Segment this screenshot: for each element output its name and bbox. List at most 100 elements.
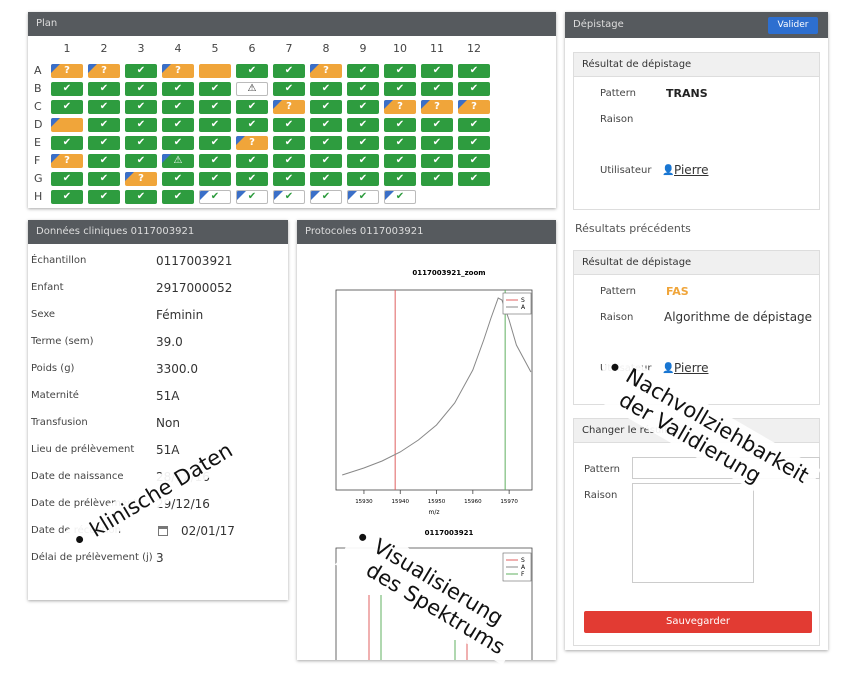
plan-cell[interactable]: ✔ [125,154,157,168]
plan-cell[interactable]: ✔ [125,190,157,204]
plan-cell[interactable]: ⚠ [236,82,268,96]
plan-cell[interactable]: ✔ [199,100,231,114]
plan-cell[interactable]: ✔ [347,154,379,168]
plan-cell[interactable]: ✔ [273,136,305,150]
plan-cell[interactable]: ✔ [273,154,305,168]
plan-cell[interactable]: ✔ [347,82,379,96]
plan-cell[interactable]: ✔ [421,172,453,186]
plan-cell[interactable]: ✔ [51,100,83,114]
plan-cell[interactable]: ✔ [384,64,416,78]
plan-cell[interactable]: ✔ [384,82,416,96]
plan-cell[interactable]: ✔ [162,136,194,150]
plan-cell[interactable]: ✔ [199,172,231,186]
plan-cell[interactable]: ✔ [384,172,416,186]
validate-button[interactable]: Valider [768,17,818,34]
plan-cell[interactable]: ✔ [458,154,490,168]
plan-cell[interactable]: ? [51,154,83,168]
plan-cell[interactable]: ? [458,100,490,114]
plan-cell[interactable]: ✔ [347,100,379,114]
plan-cell[interactable]: ? [125,172,157,186]
plan-cell[interactable]: ✔ [236,172,268,186]
plan-cell[interactable]: ✔ [458,118,490,132]
plan-cell[interactable]: ✔ [421,82,453,96]
plan-cell[interactable]: ✔ [347,172,379,186]
plan-cell[interactable]: ✔ [310,190,342,204]
plan-cell[interactable]: ✔ [347,136,379,150]
plan-cell[interactable]: ✔ [310,100,342,114]
plan-cell[interactable]: ✔ [273,64,305,78]
plan-cell[interactable]: ✔ [51,136,83,150]
plan-cell[interactable]: ✔ [162,100,194,114]
plan-cell[interactable]: ? [162,64,194,78]
plan-cell[interactable]: ✔ [421,136,453,150]
plan-cell[interactable]: ✔ [88,118,120,132]
plan-cell[interactable]: ? [273,100,305,114]
plan-cell[interactable]: ✔ [347,118,379,132]
plan-cell[interactable]: ✔ [421,154,453,168]
plan-cell[interactable]: ✔ [310,118,342,132]
plan-cell[interactable]: ✔ [88,136,120,150]
plan-cell[interactable]: ✔ [199,118,231,132]
plan-cell[interactable]: ✔ [458,64,490,78]
plan-cell[interactable]: ? [421,100,453,114]
plan-cell[interactable]: ✔ [458,136,490,150]
plan-cell[interactable]: ? [384,100,416,114]
plan-cell[interactable]: ✔ [347,64,379,78]
user-link[interactable]: Pierre [674,361,709,375]
plan-cell[interactable]: ✔ [125,136,157,150]
plan-cell[interactable]: ✔ [236,118,268,132]
plan-cell[interactable]: ✔ [125,118,157,132]
plan-cell[interactable]: ✔ [51,172,83,186]
cell-icon: ✔ [358,101,368,112]
plan-cell[interactable]: ✔ [458,172,490,186]
plan-cell[interactable]: ✔ [199,82,231,96]
plan-cell[interactable]: ✔ [310,172,342,186]
plan-cell[interactable]: ✔ [236,190,268,204]
plan-cell[interactable]: ✔ [125,100,157,114]
plan-cell[interactable]: ✔ [236,64,268,78]
plan-cell[interactable]: ✔ [125,82,157,96]
reason-textarea[interactable] [632,483,754,583]
plan-cell[interactable]: ✔ [310,82,342,96]
plan-cell[interactable]: ✔ [162,172,194,186]
plan-cell[interactable]: ✔ [384,190,416,204]
plan-cell[interactable]: ? [236,136,268,150]
plan-cell[interactable]: ✔ [236,100,268,114]
plan-cell[interactable]: ✔ [88,100,120,114]
plan-cell[interactable]: ✔ [125,64,157,78]
plan-cell[interactable]: ✔ [310,154,342,168]
plan-cell[interactable]: ✔ [347,190,379,204]
plan-cell[interactable]: ✔ [310,136,342,150]
plan-cell[interactable] [199,64,231,78]
plan-cell[interactable]: ✔ [51,190,83,204]
plan-cell[interactable]: ✔ [88,172,120,186]
plan-cell[interactable]: ✔ [162,118,194,132]
plan-cell[interactable]: ✔ [273,190,305,204]
plan-cell[interactable]: ✔ [51,82,83,96]
save-button[interactable]: Sauvegarder [584,611,812,633]
plan-cell[interactable]: ✔ [273,118,305,132]
plan-cell[interactable]: ✔ [162,190,194,204]
plan-cell[interactable] [51,118,83,132]
user-link[interactable]: Pierre [674,163,709,177]
plan-cell[interactable]: ✔ [162,82,194,96]
plan-cell[interactable]: ✔ [421,64,453,78]
plan-cell[interactable]: ? [310,64,342,78]
plan-cell[interactable]: ? [88,64,120,78]
plan-cell[interactable]: ✔ [458,82,490,96]
plan-cell[interactable]: ✔ [88,190,120,204]
plan-cell[interactable]: ✔ [384,154,416,168]
plan-cell[interactable]: ✔ [199,154,231,168]
plan-cell[interactable]: ✔ [384,136,416,150]
plan-cell[interactable]: ✔ [236,154,268,168]
plan-cell[interactable]: ✔ [273,82,305,96]
plan-cell[interactable]: ⚠ [162,154,194,168]
plan-cell[interactable]: ✔ [88,154,120,168]
plan-cell[interactable]: ✔ [199,190,231,204]
plan-cell[interactable]: ✔ [199,136,231,150]
plan-cell[interactable]: ✔ [421,118,453,132]
plan-cell[interactable]: ✔ [273,172,305,186]
plan-cell[interactable]: ✔ [384,118,416,132]
plan-cell[interactable]: ✔ [88,82,120,96]
plan-cell[interactable]: ? [51,64,83,78]
